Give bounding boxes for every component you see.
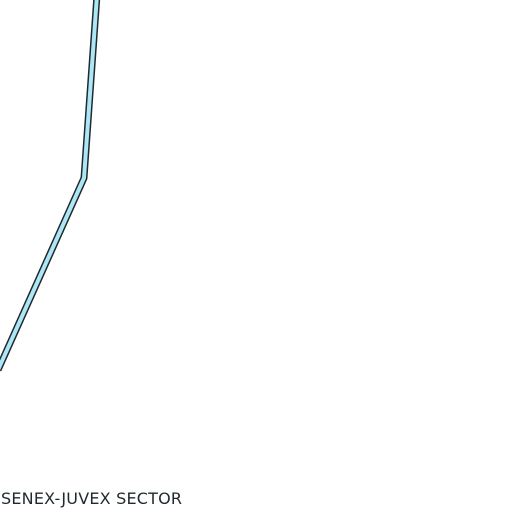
route-line[interactable] <box>0 0 99 371</box>
sector-label: SENEX-JUVEX SECTOR <box>1 489 183 508</box>
